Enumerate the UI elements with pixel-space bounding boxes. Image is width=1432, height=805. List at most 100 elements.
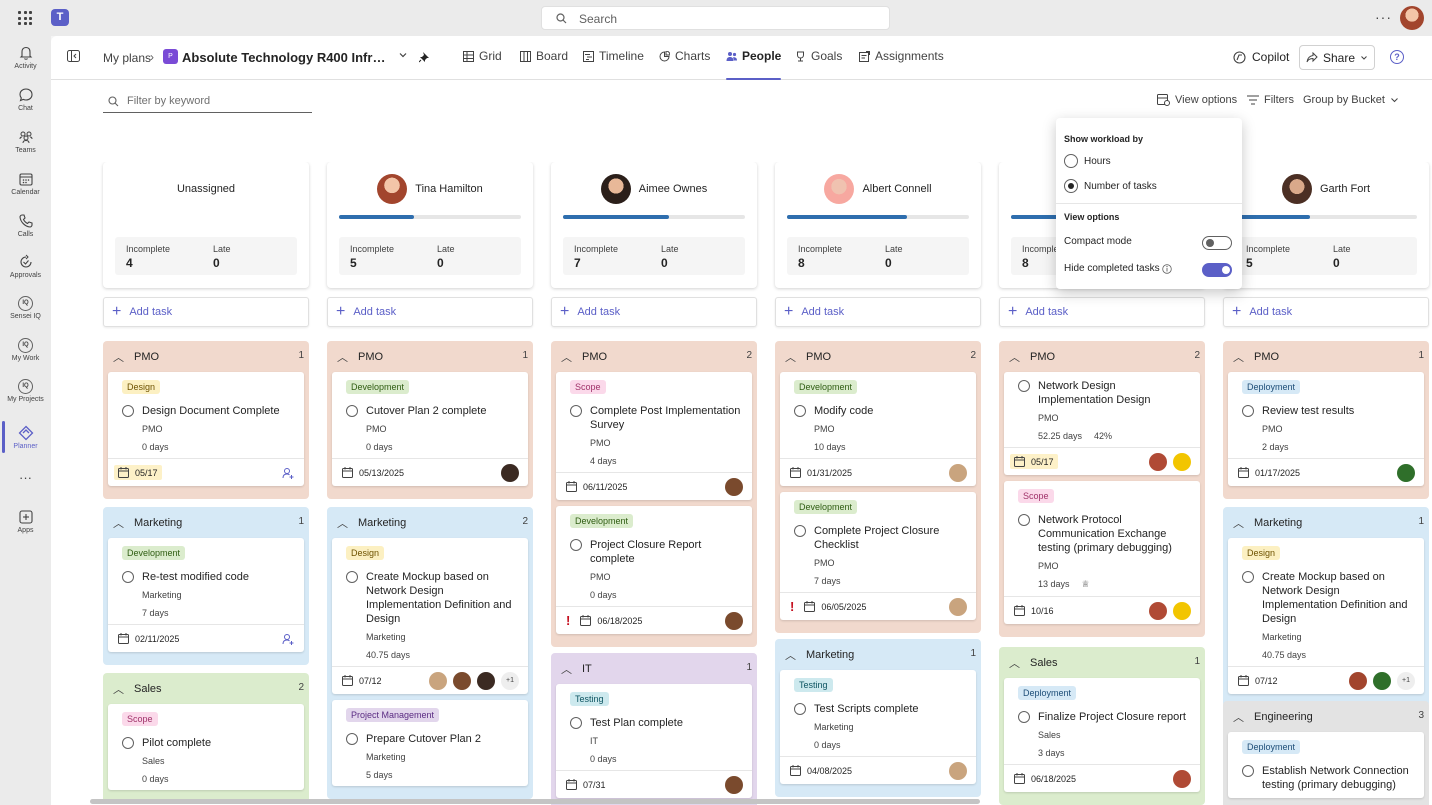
avatar[interactable]: [377, 174, 408, 204]
tab-board[interactable]: Board: [520, 49, 568, 63]
task-card[interactable]: Deployment Establish Network Connection t…: [1228, 732, 1424, 798]
assignee-avatar[interactable]: [725, 776, 743, 794]
chevron-up-icon[interactable]: ︿: [337, 517, 348, 530]
bucket-header[interactable]: ︿ Engineering 3: [1228, 701, 1424, 732]
assignee-avatar[interactable]: [1173, 602, 1191, 620]
add-task-button[interactable]: + Add task: [327, 297, 533, 327]
assign-person-icon[interactable]: [282, 467, 294, 479]
assignee-avatar[interactable]: [429, 672, 447, 690]
task-card[interactable]: Scope Pilot complete Sales 0 days: [108, 704, 304, 790]
complete-radio[interactable]: [570, 405, 582, 417]
rail-item-sensei-iq[interactable]: IQ Sensei IQ: [0, 296, 51, 320]
bucket-header[interactable]: ︿ PMO 2: [556, 341, 752, 372]
hide-completed-toggle[interactable]: [1202, 263, 1232, 277]
complete-radio[interactable]: [794, 703, 806, 715]
complete-radio[interactable]: [1018, 380, 1030, 392]
share-button[interactable]: Share: [1299, 45, 1375, 70]
task-card[interactable]: Scope Network Protocol Communication Exch…: [1004, 481, 1200, 624]
assignee-avatar[interactable]: [1149, 602, 1167, 620]
task-card[interactable]: Testing Test Scripts complete Marketing 0 d…: [780, 670, 976, 784]
chevron-up-icon[interactable]: ︿: [1233, 711, 1244, 724]
complete-radio[interactable]: [122, 737, 134, 749]
avatar[interactable]: [824, 174, 855, 204]
task-card[interactable]: Design Create Mockup based on Network Des…: [332, 538, 528, 694]
due-date[interactable]: 07/12: [342, 675, 382, 686]
due-date[interactable]: 06/11/2025: [566, 481, 627, 492]
chevron-up-icon[interactable]: ︿: [113, 517, 124, 530]
assignee-avatar[interactable]: [477, 672, 495, 690]
complete-radio[interactable]: [1242, 571, 1254, 583]
collapse-pane-icon[interactable]: [67, 50, 80, 62]
assignee-avatar[interactable]: [1149, 453, 1167, 471]
task-card[interactable]: Scope Complete Post Implementation Survey…: [556, 372, 752, 500]
filters-button[interactable]: Filters: [1247, 94, 1294, 106]
due-date[interactable]: 02/11/2025: [118, 633, 179, 644]
assignee-avatar[interactable]: [949, 762, 967, 780]
bucket-header[interactable]: ︿ Sales 2: [108, 673, 304, 704]
assignee-avatar[interactable]: [453, 672, 471, 690]
complete-radio[interactable]: [1242, 405, 1254, 417]
chevron-up-icon[interactable]: ︿: [1233, 351, 1244, 364]
assignee-avatar[interactable]: [1397, 464, 1415, 482]
rail-item-planner[interactable]: Planner: [0, 421, 51, 453]
task-card[interactable]: Design Create Mockup based on Network Des…: [1228, 538, 1424, 694]
hours-radio[interactable]: Hours: [1064, 154, 1111, 168]
rail-item-approvals[interactable]: Approvals: [0, 254, 51, 279]
view-options-button[interactable]: View options: [1157, 94, 1237, 106]
chevron-up-icon[interactable]: ︿: [337, 351, 348, 364]
assignee-avatar[interactable]: [1373, 672, 1391, 690]
task-card[interactable]: Deployment Finalize Project Closure repor…: [1004, 678, 1200, 792]
task-card[interactable]: Development Cutover Plan 2 complete PMO 0 d…: [332, 372, 528, 486]
due-date[interactable]: 06/18/2025: [1014, 773, 1076, 784]
tab-goals[interactable]: Goals: [795, 49, 842, 63]
add-task-button[interactable]: + Add task: [103, 297, 309, 327]
chevron-up-icon[interactable]: ︿: [113, 351, 124, 364]
breadcrumb-my-plans[interactable]: My plans: [103, 51, 152, 65]
task-card[interactable]: Development Modify code PMO 10 days 01/31/20…: [780, 372, 976, 486]
chevron-up-icon[interactable]: ︿: [785, 649, 796, 662]
rail-item-activity[interactable]: Activity: [0, 45, 51, 70]
help-icon[interactable]: ?: [1390, 50, 1404, 64]
app-launcher-icon[interactable]: [18, 11, 32, 25]
complete-radio[interactable]: [122, 571, 134, 583]
complete-radio[interactable]: [1018, 711, 1030, 723]
avatar[interactable]: [600, 174, 631, 204]
task-card[interactable]: Testing Test Plan complete IT 0 days 07/31: [556, 684, 752, 798]
avatar[interactable]: [1281, 174, 1312, 204]
tab-assignments[interactable]: Assignments: [859, 49, 944, 63]
bucket-header[interactable]: ︿ PMO 1: [108, 341, 304, 372]
bucket-header[interactable]: ︿ PMO 1: [1228, 341, 1424, 372]
more-options-icon[interactable]: ···: [1375, 9, 1392, 25]
assignee-avatar[interactable]: [949, 464, 967, 482]
chevron-up-icon[interactable]: ︿: [1233, 517, 1244, 530]
rail-item-teams[interactable]: Teams: [0, 129, 51, 154]
horizontal-scrollbar[interactable]: [90, 799, 980, 804]
rail-item-calls[interactable]: Calls: [0, 213, 51, 238]
due-date[interactable]: 07/12: [1238, 675, 1278, 686]
due-date[interactable]: 07/31: [566, 779, 606, 790]
rail-item-my-work[interactable]: IQ My Work: [0, 338, 51, 362]
chevron-up-icon[interactable]: ︿: [561, 663, 572, 676]
add-task-button[interactable]: + Add task: [551, 297, 757, 327]
due-date[interactable]: 01/31/2025: [790, 467, 852, 478]
assignee-avatar[interactable]: [949, 598, 967, 616]
bucket-header[interactable]: ︿ IT 1: [556, 653, 752, 684]
complete-radio[interactable]: [1018, 514, 1030, 526]
assignee-avatar[interactable]: [1173, 453, 1191, 471]
rail-item-apps[interactable]: Apps: [0, 509, 51, 534]
complete-radio[interactable]: [570, 717, 582, 729]
complete-radio[interactable]: [122, 405, 134, 417]
group-by-button[interactable]: Group by Bucket: [1303, 94, 1399, 106]
bucket-header[interactable]: ︿ Marketing 1: [1228, 507, 1424, 538]
more-assignees[interactable]: +1: [1397, 672, 1415, 690]
pin-icon[interactable]: [419, 51, 430, 63]
complete-radio[interactable]: [570, 539, 582, 551]
assignee-avatar[interactable]: [1349, 672, 1367, 690]
more-apps-icon[interactable]: ···: [19, 470, 32, 485]
chevron-down-icon[interactable]: [398, 50, 408, 60]
add-task-button[interactable]: + Add task: [1223, 297, 1429, 327]
complete-radio[interactable]: [1242, 765, 1254, 777]
task-card[interactable]: Development Complete Project Closure Chec…: [780, 492, 976, 620]
due-date[interactable]: 06/05/2025: [804, 601, 866, 612]
due-date[interactable]: 06/18/2025: [580, 615, 642, 626]
